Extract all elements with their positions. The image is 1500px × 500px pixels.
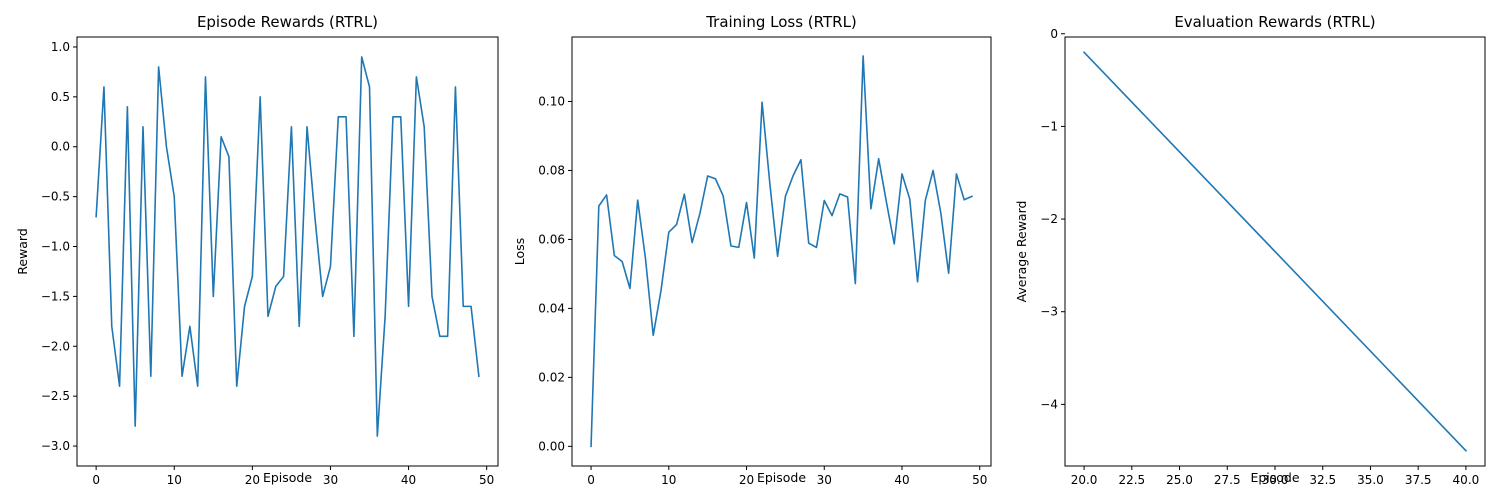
y-tick-label: 0.04: [538, 301, 565, 315]
plot-frame: [76, 36, 499, 467]
x-tick-label: 40.0: [1453, 473, 1480, 487]
axis-ticks: 0 10 20 30 40 50 0.10 0.08 0.06 0.04 0.02 0.00: [538, 94, 987, 487]
x-tick-label: 30: [323, 473, 338, 487]
x-tick-label: 20: [245, 473, 260, 487]
y-tick-label: 0.00: [538, 439, 565, 453]
chart-title: Episode Rewards (RTRL): [197, 13, 378, 31]
y-axis-label: Reward: [15, 228, 30, 275]
y-tick-label: 0.5: [51, 90, 70, 104]
x-axis-label: Episode: [1250, 470, 1299, 485]
x-tick-label: 35.0: [1357, 473, 1384, 487]
x-tick-label: 30.0: [1262, 473, 1289, 487]
x-tick-label: 37.5: [1405, 473, 1432, 487]
y-tick-label: 0: [1050, 27, 1058, 41]
y-tick-label: −2.0: [41, 339, 70, 353]
axis-ticks: 20.0 22.5 25.0 27.5 30.0 32.5 35.0 37.5 40.0 0 −1 −…: [1040, 27, 1479, 487]
x-axis-label: Episode: [757, 470, 806, 485]
x-axis-label: Episode: [263, 470, 312, 485]
x-tick-label: 10: [661, 473, 676, 487]
x-tick-label: 40: [894, 473, 909, 487]
x-tick-label: 20.0: [1071, 473, 1098, 487]
axis-ticks: 0 10 20 30 40 50 1.0 0.5 0.0 −0.5 −1.0 −1.5 −2.0 −2.5…: [41, 40, 494, 487]
subplot-training-loss: Training Loss (RTRL) Episode Loss 0 10 20 3…: [512, 13, 992, 487]
plot-frame: [571, 36, 992, 467]
y-tick-label: −1.5: [41, 289, 70, 303]
x-tick-label: 50: [972, 473, 987, 487]
y-axis-label: Loss: [512, 238, 527, 265]
series-line: [95, 56, 480, 437]
x-tick-label: 27.5: [1214, 473, 1241, 487]
x-tick-label: 50: [479, 473, 494, 487]
x-tick-label: 25.0: [1166, 473, 1193, 487]
chart-title: Training Loss (RTRL): [705, 13, 857, 31]
x-tick-label: 32.5: [1309, 473, 1336, 487]
subplot-evaluation-rewards: Evaluation Rewards (RTRL) Episode Averag…: [1014, 13, 1486, 487]
x-tick-label: 40: [401, 473, 416, 487]
series-line: [590, 55, 974, 448]
y-tick-label: −4: [1040, 397, 1058, 411]
y-tick-label: 0.0: [51, 140, 70, 154]
y-tick-label: 0.08: [538, 163, 565, 177]
y-tick-label: −0.5: [41, 190, 70, 204]
x-tick-label: 30: [817, 473, 832, 487]
y-tick-label: 0.02: [538, 370, 565, 384]
y-tick-label: −1: [1040, 119, 1058, 133]
y-tick-label: −2: [1040, 212, 1058, 226]
x-tick-label: 0: [587, 473, 595, 487]
y-tick-label: −3.0: [41, 439, 70, 453]
y-tick-label: −2.5: [41, 389, 70, 403]
y-tick-label: 0.06: [538, 232, 565, 246]
x-tick-label: 20: [739, 473, 754, 487]
plot-frame: [1064, 36, 1486, 467]
x-tick-label: 22.5: [1118, 473, 1145, 487]
y-tick-label: 1.0: [51, 40, 70, 54]
y-tick-label: 0.10: [538, 94, 565, 108]
y-tick-label: −1.0: [41, 240, 70, 254]
x-tick-label: 10: [167, 473, 182, 487]
y-tick-label: −3: [1040, 305, 1058, 319]
subplot-episode-rewards: Episode Rewards (RTRL) Episode Reward 0 1…: [15, 13, 499, 487]
series-line: [1082, 51, 1468, 452]
chart-title: Evaluation Rewards (RTRL): [1174, 13, 1375, 31]
y-axis-label: Average Reward: [1014, 201, 1029, 303]
x-tick-label: 0: [92, 473, 100, 487]
